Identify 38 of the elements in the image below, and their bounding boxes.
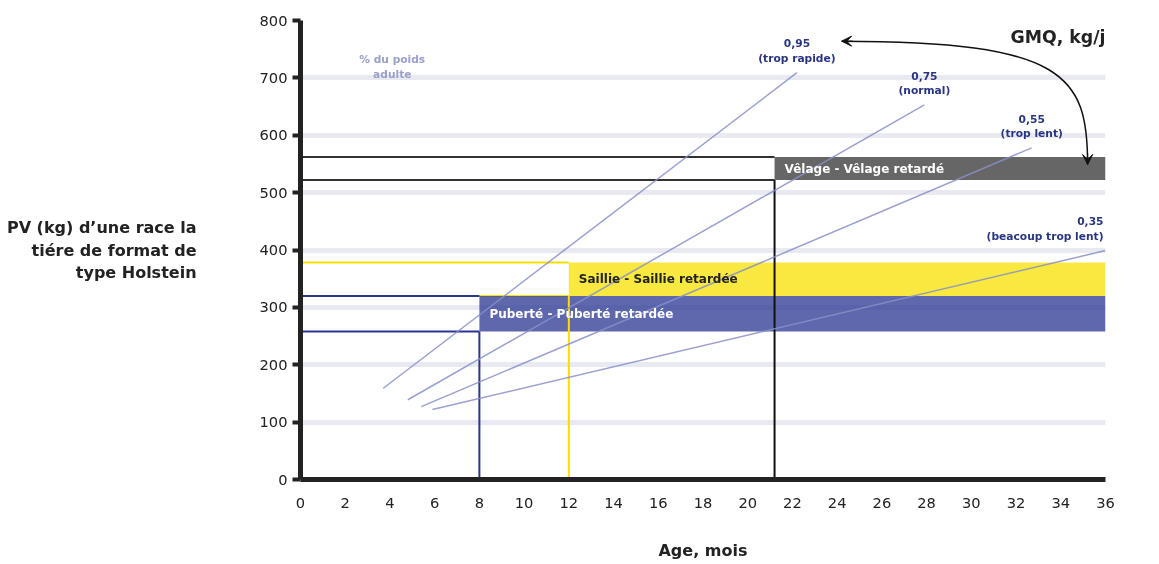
x-tick-label: 26 <box>872 493 892 511</box>
x-tick-label: 36 <box>1096 493 1115 511</box>
x-tick-label: 16 <box>648 493 668 511</box>
x-tick-label: 22 <box>783 493 802 511</box>
y-tick-label: 100 <box>259 413 288 431</box>
x-tick-label: 20 <box>738 493 758 511</box>
x-tick-label: 34 <box>1051 493 1071 511</box>
series-label: 0,35 (beacoup trop lent) <box>986 215 1104 243</box>
x-tick-label: 6 <box>430 493 440 511</box>
x-tick-label: 28 <box>917 493 936 511</box>
series-label: 0,55 (trop lent) <box>1000 112 1063 140</box>
x-tick-label: 30 <box>962 493 981 511</box>
band-label: Saillie - Saillie retardée <box>578 272 738 287</box>
x-axis-title: Age, mois <box>658 540 748 560</box>
x-tick-label: 18 <box>693 493 713 511</box>
annotation: % du poids adulte <box>359 52 426 82</box>
y-tick-label: 400 <box>259 241 288 258</box>
band-label: Vêlage - Vêlage retardé <box>784 161 945 176</box>
series-label: 0,75 (normal) <box>898 69 951 97</box>
x-tick-label: 2 <box>340 493 350 511</box>
y-axis-title: PV (kg) d’une race la tiére de format de type Holstein <box>6 217 197 283</box>
y-tick-label: 0 <box>278 470 288 488</box>
x-tick-label: 14 <box>604 493 623 511</box>
x-tick-label: 12 <box>559 493 579 511</box>
annotation: GMQ, kg/j <box>1010 27 1106 48</box>
y-tick-label: 500 <box>259 183 288 201</box>
y-tick-label: 700 <box>259 68 288 86</box>
y-tick-label: 200 <box>259 355 288 373</box>
x-tick-label: 24 <box>827 493 847 511</box>
text: 0,95 (trop rapide) <box>758 37 836 65</box>
y-tick-label: 600 <box>259 126 288 144</box>
y-tick-label: 300 <box>259 298 288 316</box>
x-tick-label: 32 <box>1006 493 1026 511</box>
x-tick-label: 4 <box>385 493 395 511</box>
x-tick-label: 0 <box>295 493 306 511</box>
x-tick-label: 10 <box>514 493 534 511</box>
y-tick-label: 800 <box>259 11 288 29</box>
x-tick-label: 8 <box>474 493 485 511</box>
